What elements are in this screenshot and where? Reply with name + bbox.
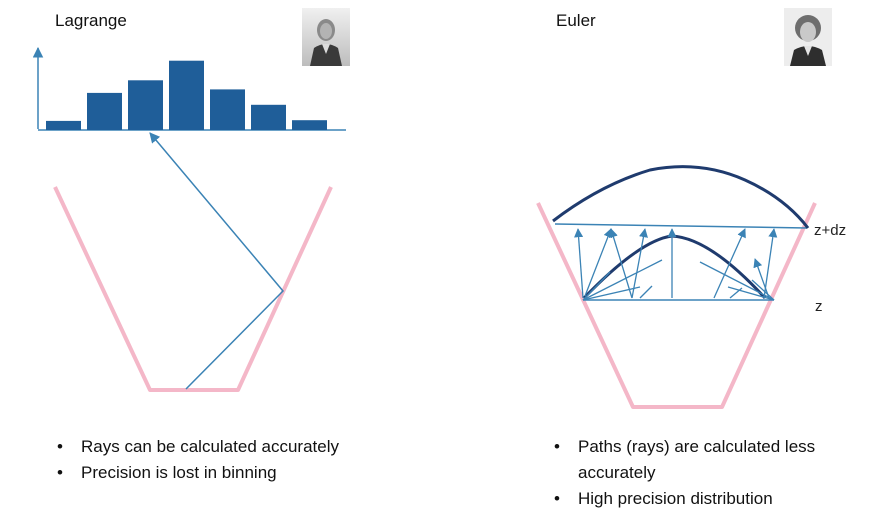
list-item: • Rays can be calculated accurately: [55, 434, 355, 460]
bullet-text: Precision is lost in binning: [81, 463, 277, 482]
bullet-icon: •: [57, 463, 63, 482]
list-item: • Precision is lost in binning: [55, 460, 355, 486]
euler-vessel: [536, 202, 817, 409]
bullet-icon: •: [554, 437, 560, 456]
bullet-text: High precision distribution: [578, 489, 773, 508]
histogram-bar: [251, 104, 286, 130]
histogram-bar: [128, 80, 163, 130]
histogram-bar: [210, 89, 245, 130]
euler-bullet-list: • Paths (rays) are calculated less accura…: [552, 434, 852, 512]
euler-rays: [574, 228, 778, 301]
euler-title: Euler: [556, 11, 596, 30]
histogram-bar: [292, 120, 327, 130]
lagrange-bullet-list: • Rays can be calculated accurately • Prec…: [55, 434, 355, 486]
bullet-icon: •: [57, 437, 63, 456]
histogram-bar: [169, 60, 204, 131]
euler-upper-line: [554, 223, 808, 229]
lagrange-vessel: [53, 186, 333, 392]
label-z-plus-dz: z+dz: [814, 222, 847, 239]
bullet-icon: •: [554, 489, 560, 508]
list-item: • High precision distribution: [552, 486, 852, 512]
list-item: • Paths (rays) are calculated less accura…: [552, 434, 852, 486]
bullet-text: Rays can be calculated accurately: [81, 437, 339, 456]
lagrange-ray: [149, 132, 285, 390]
histogram-bar: [46, 120, 81, 130]
portrait-lagrange-icon: [302, 8, 350, 66]
histogram-bars: [46, 60, 327, 131]
euler-upper-curve: [552, 165, 810, 229]
label-z: z: [815, 298, 823, 315]
histogram-bar: [87, 92, 122, 130]
lagrange-title: Lagrange: [55, 11, 127, 30]
portrait-euler-icon: [784, 8, 832, 66]
bullet-text: Paths (rays) are calculated less accurat…: [578, 437, 816, 482]
